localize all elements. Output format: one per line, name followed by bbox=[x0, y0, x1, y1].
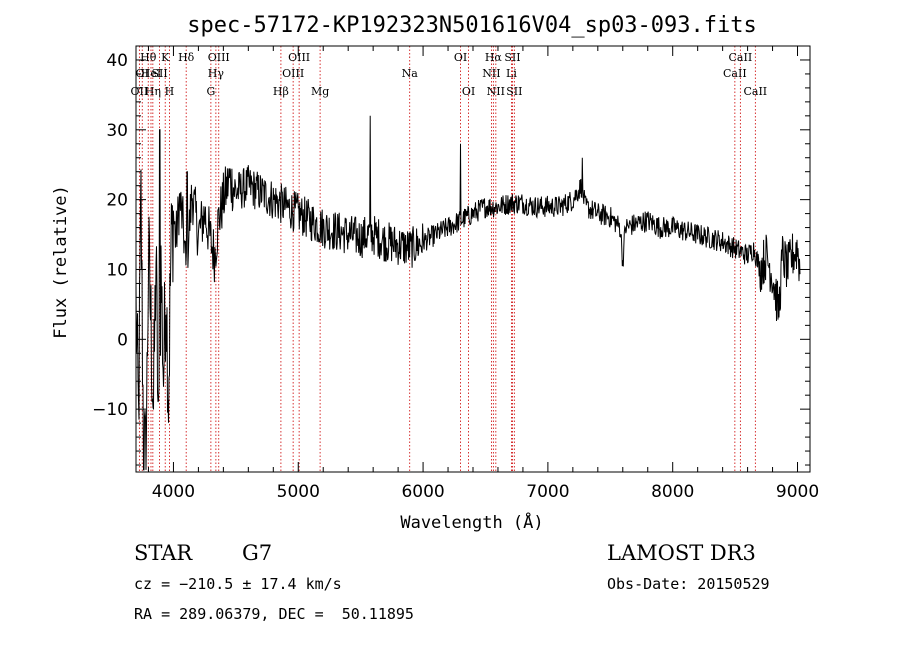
line-label-26: CaII bbox=[729, 51, 753, 64]
redshift-cz: cz = −210.5 ± 17.4 km/s bbox=[134, 575, 342, 593]
line-label-25: CaII bbox=[723, 67, 747, 80]
observation-date: Obs-Date: 20150529 bbox=[607, 575, 770, 593]
x-axis-label: Wavelength (Å) bbox=[400, 511, 543, 533]
line-label-24: SII bbox=[506, 85, 522, 98]
line-label-9: G bbox=[206, 85, 215, 98]
object-type: STAR bbox=[134, 541, 193, 565]
line-label-19: NII bbox=[482, 67, 500, 80]
x-tick-label-1: 5000 bbox=[277, 482, 320, 502]
line-label-20: Hα bbox=[485, 51, 503, 64]
spectral-line-labels: OII OI Hθ HeI Hη SII K H Hδ G Hγ OIII Hβ OIII OIII Mg Na… bbox=[131, 51, 768, 98]
chart-title: spec-57172-KP192323N501616V04_sp03-093.f… bbox=[187, 13, 757, 38]
line-label-3: HeI bbox=[141, 67, 161, 80]
line-label-14: OIII bbox=[288, 51, 310, 64]
x-axis-ticks: 4000 5000 6000 7000 8000 9000 bbox=[147, 46, 819, 502]
x-tick-label-4: 8000 bbox=[651, 482, 694, 502]
y-tick-label-3: 20 bbox=[106, 191, 128, 211]
y-axis-ticks: −10 0 10 20 30 40 bbox=[92, 45, 810, 466]
plot-frame bbox=[135, 45, 811, 473]
y-tick-label-2: 10 bbox=[106, 260, 128, 280]
y-tick-label-5: 40 bbox=[106, 51, 128, 71]
subclass: G7 bbox=[242, 541, 272, 565]
line-label-2: Hθ bbox=[140, 51, 157, 64]
spectrum-line bbox=[135, 115, 801, 471]
x-tick-label-0: 4000 bbox=[152, 482, 195, 502]
line-label-23: SII bbox=[504, 51, 520, 64]
line-label-1: OI bbox=[136, 67, 149, 80]
line-label-11: OIII bbox=[208, 51, 230, 64]
line-label-15: Mg bbox=[311, 85, 329, 98]
line-label-22: Li bbox=[506, 67, 517, 80]
line-label-4: Hη bbox=[145, 85, 161, 98]
spectral-line-markers bbox=[138, 46, 756, 472]
line-label-27: CaII bbox=[743, 85, 767, 98]
y-tick-label-1: 0 bbox=[117, 330, 128, 350]
line-label-13: OIII bbox=[282, 67, 304, 80]
survey-name: LAMOST DR3 bbox=[607, 541, 756, 565]
y-tick-label-4: 30 bbox=[106, 121, 128, 141]
line-label-12: Hβ bbox=[273, 85, 289, 98]
line-label-0: OII bbox=[131, 85, 149, 98]
line-label-8: Hδ bbox=[178, 51, 195, 64]
y-axis-label: Flux (relative) bbox=[51, 185, 71, 339]
line-label-6: K bbox=[161, 51, 170, 64]
line-label-17: OI bbox=[454, 51, 467, 64]
line-label-5: SII bbox=[151, 67, 167, 80]
y-tick-label-0: −10 bbox=[92, 400, 128, 420]
line-label-16: Na bbox=[402, 67, 419, 80]
x-tick-label-2: 6000 bbox=[401, 482, 444, 502]
line-label-18: OI bbox=[462, 85, 475, 98]
line-label-10: Hγ bbox=[208, 67, 225, 80]
line-label-21: NII bbox=[487, 85, 505, 98]
line-label-7: H bbox=[165, 85, 175, 98]
x-tick-label-5: 9000 bbox=[776, 482, 819, 502]
x-tick-label-3: 7000 bbox=[526, 482, 569, 502]
coordinates: RA = 289.06379, DEC = 50.11895 bbox=[134, 605, 414, 623]
